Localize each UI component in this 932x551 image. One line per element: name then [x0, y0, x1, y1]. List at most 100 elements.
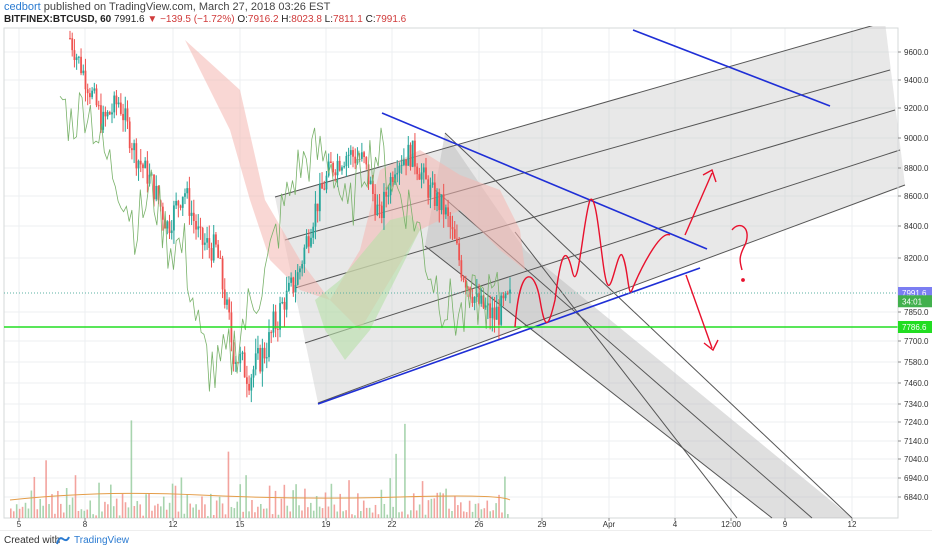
volume-bar — [157, 503, 159, 518]
price-tick-label: 9400.0 — [904, 76, 929, 85]
candle — [367, 164, 370, 185]
candle — [263, 347, 266, 359]
candle — [102, 111, 105, 130]
candle — [88, 93, 91, 98]
candle — [257, 347, 259, 354]
volume-bar — [168, 502, 171, 518]
candle — [184, 193, 186, 197]
volume-bar — [486, 500, 489, 518]
candle — [232, 342, 235, 364]
candle — [396, 172, 399, 175]
candle — [327, 161, 330, 176]
chart-grid — [3, 27, 899, 519]
ichimoku-clouds — [185, 40, 525, 360]
candle — [500, 295, 503, 325]
candle — [411, 140, 414, 167]
candle — [427, 179, 430, 198]
red-annotations — [514, 168, 748, 352]
candle — [299, 268, 301, 273]
volume-bar — [427, 500, 430, 518]
candle — [188, 188, 191, 216]
open-label: O: — [237, 14, 248, 25]
price-tick-label: 7700.0 — [904, 337, 929, 346]
volume-bar — [445, 488, 447, 518]
candle — [349, 150, 352, 155]
candle — [400, 164, 403, 166]
candle — [245, 377, 248, 384]
volume-bar — [407, 514, 409, 518]
price-tick-label: 7460.0 — [904, 379, 929, 388]
candle — [113, 95, 116, 113]
volume-bar — [436, 492, 439, 518]
candle — [186, 188, 189, 194]
candle — [303, 247, 306, 265]
volume-bar — [304, 488, 306, 518]
candle — [442, 194, 445, 215]
volume-bar — [333, 504, 336, 518]
candle — [252, 369, 255, 378]
candle — [486, 303, 489, 306]
down-arrow-icon: ▼ — [147, 14, 158, 25]
candle — [259, 347, 262, 372]
price-tick-label: 8600.0 — [904, 192, 929, 201]
candle — [301, 264, 304, 269]
low-label: L: — [324, 14, 334, 25]
candle — [175, 200, 178, 206]
footer: Created with TradingView — [0, 530, 932, 551]
volume-bar — [189, 503, 192, 518]
candle — [405, 159, 407, 166]
volume-bar — [121, 493, 124, 518]
candle — [106, 111, 109, 117]
symbol-line: BITFINEX:BTCUSD, 60 7991.6 ▼ −139.5 (−1.… — [4, 14, 406, 25]
tradingview-brand[interactable]: TradingView — [74, 535, 130, 546]
price-axis[interactable]: 9600.0 9400.0 9200.0 9000.0 8800.0 8600.0 8400… — [897, 28, 932, 518]
author-link[interactable]: cedbort — [4, 1, 41, 13]
volume-bar — [357, 493, 359, 518]
volume-bar — [60, 503, 62, 518]
candle — [334, 172, 337, 176]
candle — [221, 258, 224, 290]
candle — [447, 207, 449, 217]
volume-bar — [339, 493, 342, 518]
candle — [195, 221, 197, 230]
candle — [203, 242, 206, 245]
candle — [504, 292, 507, 299]
volume-bar — [433, 498, 436, 518]
volume-bar — [480, 509, 483, 518]
candle — [80, 56, 82, 74]
candle — [190, 212, 193, 216]
candle — [312, 226, 315, 238]
volume-bar — [377, 514, 380, 518]
lagging-span — [59, 91, 501, 392]
volume-bar — [221, 503, 224, 518]
candle — [444, 207, 447, 215]
cloud-green — [315, 215, 420, 360]
symbol-label[interactable]: BITFINEX:BTCUSD, 60 — [4, 14, 112, 25]
candle — [414, 140, 416, 167]
candle — [219, 257, 222, 259]
volume-bar — [65, 488, 68, 518]
price-chart[interactable]: 9600.0 9400.0 9200.0 9000.0 8800.0 8600.0 8400… — [0, 26, 932, 530]
volume-bar — [504, 476, 506, 518]
volume-bar — [51, 494, 53, 518]
candle — [208, 238, 211, 248]
time-axis[interactable]: 5 8 12 15 19 22 26 29 Apr 4 12:00 9 12 — [17, 518, 857, 529]
candle — [97, 105, 100, 107]
candle — [471, 296, 474, 303]
trendlines — [4, 29, 898, 405]
candle — [69, 38, 71, 39]
volume-bar — [107, 504, 109, 518]
volume-bar — [142, 515, 144, 518]
volume-bar — [239, 484, 242, 518]
candle — [374, 194, 377, 215]
volume-bar — [295, 484, 297, 518]
volume-bar — [124, 502, 127, 518]
volume-bar — [265, 508, 268, 518]
candle — [197, 226, 200, 230]
published-text: published on TradingView.com, March 27, … — [43, 1, 331, 13]
candle — [451, 227, 454, 230]
candle — [506, 292, 509, 294]
candle — [360, 152, 363, 159]
volume-bar — [27, 508, 30, 518]
time-tick-label: Apr — [603, 520, 616, 529]
